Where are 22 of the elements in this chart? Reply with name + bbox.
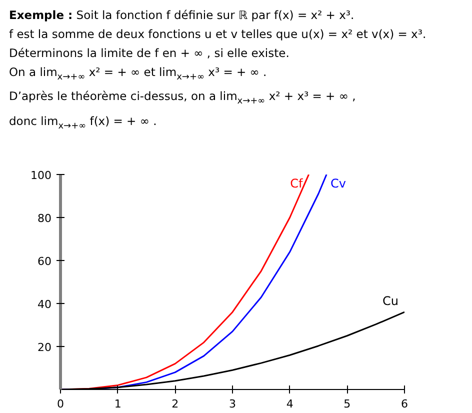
- text: f est la somme de deux fonctions u et v telles que u(x) = x² et v(x) = x³.: [9, 26, 426, 42]
- y-tick-label: 100: [30, 169, 52, 182]
- text: D’après le théorème ci-dessus, on a lim$_{x→+∞}$ x² + x³ = + ∞ ,: [9, 88, 357, 109]
- series-label: Cf: [290, 176, 304, 190]
- x-tick-label: 5: [344, 398, 351, 410]
- x-tick-label: 3: [229, 398, 236, 410]
- y-tick-label: 20: [38, 341, 52, 354]
- x-tick-label: 0: [57, 398, 64, 410]
- y-tick-label: 40: [38, 298, 52, 311]
- text: On a lim$_{x→+∞}$ x² = + ∞ et lim$_{x→+∞}$ x³ = + ∞ .: [9, 64, 268, 84]
- text: Soit la fonction f définie sur ℝ par f(x) = x² + x³.: [76, 8, 354, 22]
- text: Déterminons la limite de f en + ∞ , si elle existe.: [9, 45, 290, 61]
- x-tick-label: 2: [172, 398, 179, 410]
- y-tick-label: 80: [38, 212, 52, 225]
- series-label: Cu: [382, 294, 398, 308]
- text: donc lim$_{x→+∞}$ f(x) = + ∞ .: [9, 112, 158, 133]
- chart-title: Exemple :: [9, 8, 73, 22]
- x-tick-label: 4: [286, 398, 294, 410]
- series-label: Cv: [330, 176, 346, 190]
- x-tick-label: 6: [401, 398, 408, 410]
- x-tick-label: 1: [114, 398, 122, 410]
- y-tick-label: 60: [38, 255, 52, 268]
